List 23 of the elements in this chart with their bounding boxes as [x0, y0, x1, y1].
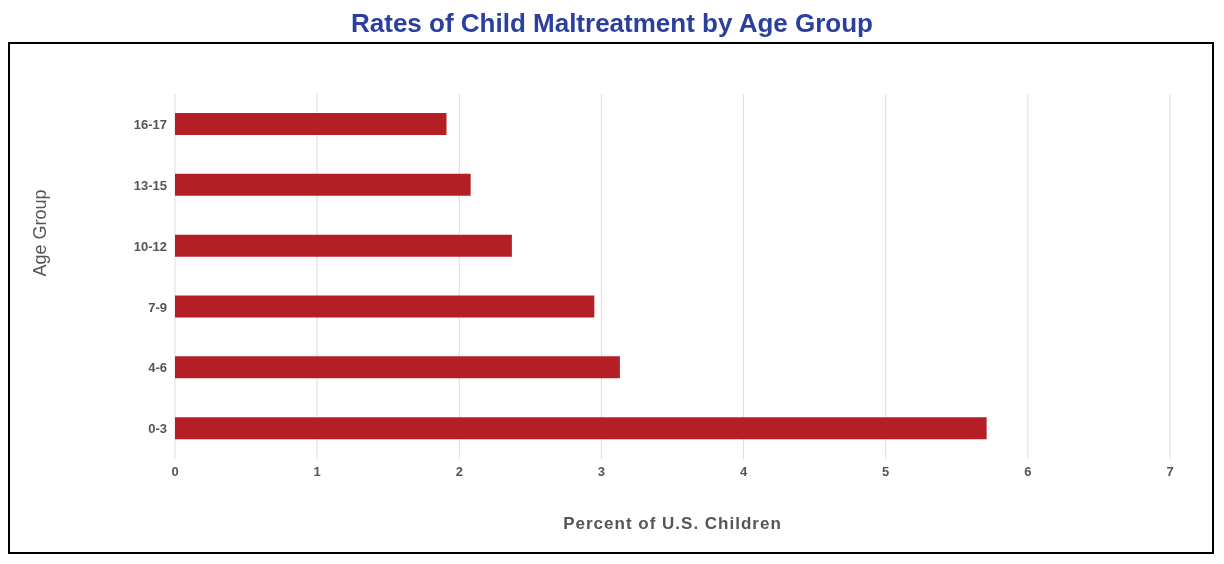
bar — [175, 417, 987, 440]
y-tick-label: 16-17 — [133, 117, 167, 133]
y-tick-label: 13-15 — [133, 177, 167, 193]
x-axis-title: Percent of U.S. Children — [563, 514, 782, 533]
chart-title: Rates of Child Maltreatment by Age Group — [350, 8, 874, 40]
bar — [175, 113, 447, 135]
x-tick-label: 7 — [1166, 464, 1174, 480]
x-tick-label: 3 — [597, 464, 606, 480]
y-tick-label: 10-12 — [133, 238, 167, 254]
bar — [175, 234, 512, 257]
x-tick-label: 1 — [313, 464, 321, 480]
y-tick-label: 0-3 — [148, 421, 167, 437]
x-tick-label: 2 — [455, 464, 463, 480]
x-tick-label: 0 — [171, 464, 179, 480]
y-tick-label: 4-6 — [148, 360, 167, 376]
x-tick-label: 5 — [882, 464, 890, 480]
y-tick-label: 7-9 — [148, 299, 167, 315]
y-axis-title: Age Group — [30, 189, 51, 277]
bar — [175, 295, 595, 318]
x-tick-label: 6 — [1024, 464, 1032, 480]
x-tick-label: 4 — [739, 464, 748, 480]
bar — [175, 356, 620, 379]
bar — [175, 173, 471, 196]
